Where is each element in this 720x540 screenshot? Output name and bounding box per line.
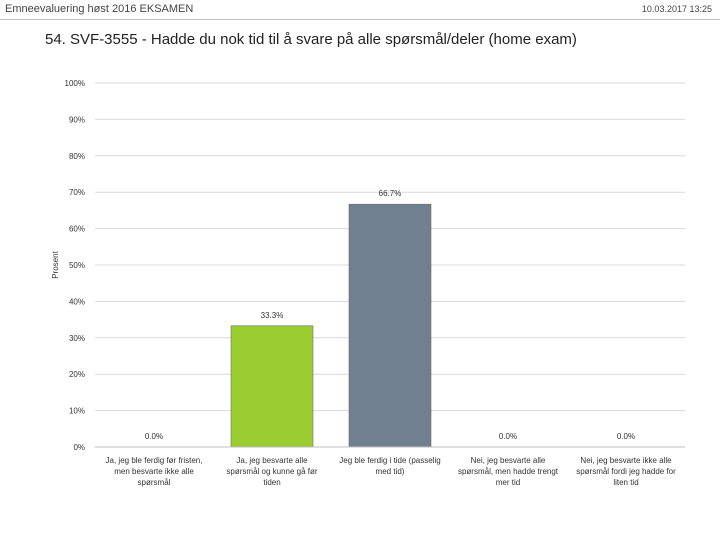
y-axis-label: Prosent bbox=[51, 250, 60, 278]
y-tick-label: 50% bbox=[69, 261, 85, 270]
y-tick-label: 60% bbox=[69, 225, 85, 234]
report-datetime: 10.03.2017 13:25 bbox=[641, 4, 712, 14]
category-labels: Ja, jeg ble ferdig før fristen, men besva… bbox=[106, 456, 677, 487]
y-tick-label: 30% bbox=[69, 334, 85, 343]
y-tick-label: 80% bbox=[69, 152, 85, 161]
category-label: Nei, jeg besvarte alle bbox=[471, 456, 546, 465]
bar bbox=[348, 203, 432, 448]
category-label: mer tid bbox=[496, 478, 520, 487]
y-tick-label: 10% bbox=[69, 407, 85, 416]
category-label: spørsmål, men hadde trengt bbox=[458, 467, 559, 476]
y-tick-label: 0% bbox=[73, 443, 85, 452]
category-label: Ja, jeg ble ferdig før fristen, bbox=[106, 456, 203, 465]
category-label: spørsmål bbox=[138, 478, 171, 487]
category-label: men besvarte ikke alle bbox=[114, 467, 194, 476]
header-divider bbox=[0, 19, 720, 20]
data-label: 0.0% bbox=[499, 432, 517, 441]
y-axis-ticks: 0% 10% 20% 30% 40% 50% 60% 70% 80% 90% 100% bbox=[65, 79, 85, 452]
bar bbox=[230, 325, 314, 448]
category-label: liten tid bbox=[613, 478, 638, 487]
category-label: spørsmål fordi jeg hadde for bbox=[576, 467, 676, 476]
y-tick-label: 40% bbox=[69, 297, 85, 306]
data-label: 0.0% bbox=[617, 432, 635, 441]
category-label: Nei, jeg besvarte ikke alle bbox=[580, 456, 672, 465]
data-label: 33.3% bbox=[261, 311, 284, 320]
data-labels: 0.0% 33.3% 66.7% 0.0% 0.0% bbox=[145, 189, 635, 441]
y-tick-label: 20% bbox=[69, 370, 85, 379]
chart-title: 54. SVF-3555 - Hadde du nok tid til å sv… bbox=[45, 31, 577, 48]
y-tick-label: 100% bbox=[65, 79, 85, 88]
category-label: tiden bbox=[263, 478, 280, 487]
survey-name: Emneevaluering høst 2016 EKSAMEN bbox=[5, 3, 194, 15]
y-tick-label: 70% bbox=[69, 188, 85, 197]
bars bbox=[95, 203, 685, 448]
category-label: med tid) bbox=[376, 467, 405, 476]
category-label: spørsmål og kunne gå før bbox=[226, 467, 317, 476]
data-label: 0.0% bbox=[145, 432, 163, 441]
data-label: 66.7% bbox=[379, 189, 402, 198]
category-label: Ja, jeg besvarte alle bbox=[236, 456, 308, 465]
y-tick-label: 90% bbox=[69, 115, 85, 124]
category-label: Jeg ble ferdig i tide (passelig bbox=[339, 456, 440, 465]
